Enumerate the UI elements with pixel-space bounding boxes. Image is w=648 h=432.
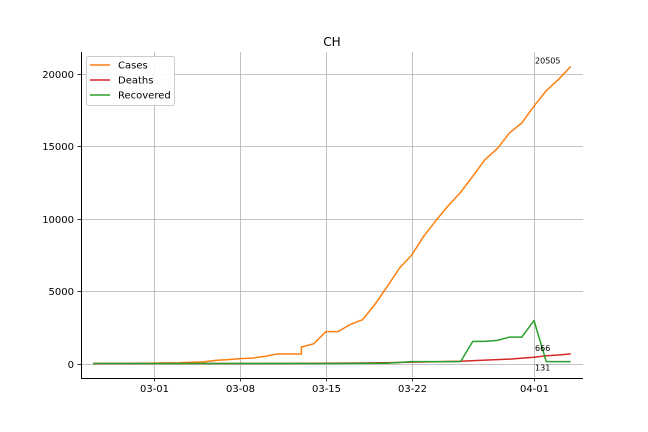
x-tick-label: 03-01 — [140, 384, 169, 395]
x-ticks: 03-01 03-08 03-15 03-22 04-01 — [140, 378, 549, 395]
end-label-cases: 20505 — [535, 56, 560, 65]
y-tick-label: 0 — [68, 360, 74, 371]
legend-label-deaths: Deaths — [118, 76, 153, 87]
series-line-cases — [93, 65, 572, 365]
chart-title: CH — [323, 35, 340, 49]
end-labels: 20505 666 131 — [535, 56, 560, 372]
series-lines — [93, 65, 572, 365]
legend: Cases Deaths Recovered — [86, 56, 175, 106]
x-tick-label: 04-01 — [520, 384, 549, 395]
y-ticks: 0 5000 10000 15000 20000 — [42, 70, 81, 371]
y-tick-label: 5000 — [49, 287, 74, 298]
x-tick-label: 03-22 — [398, 384, 427, 395]
end-label-deaths: 666 — [535, 344, 550, 353]
x-tick-label: 03-08 — [226, 384, 255, 395]
series-line-deaths — [93, 353, 571, 365]
legend-label-cases: Cases — [118, 61, 148, 72]
y-tick-label: 15000 — [42, 142, 74, 153]
y-tick-label: 10000 — [42, 215, 74, 226]
series-line-recovered — [93, 319, 571, 365]
x-tick-label: 03-15 — [312, 384, 341, 395]
axes — [81, 52, 583, 379]
end-label-recovered: 131 — [535, 364, 550, 373]
y-tick-label: 20000 — [42, 70, 74, 81]
legend-box — [86, 56, 175, 106]
legend-label-recovered: Recovered — [118, 91, 171, 102]
